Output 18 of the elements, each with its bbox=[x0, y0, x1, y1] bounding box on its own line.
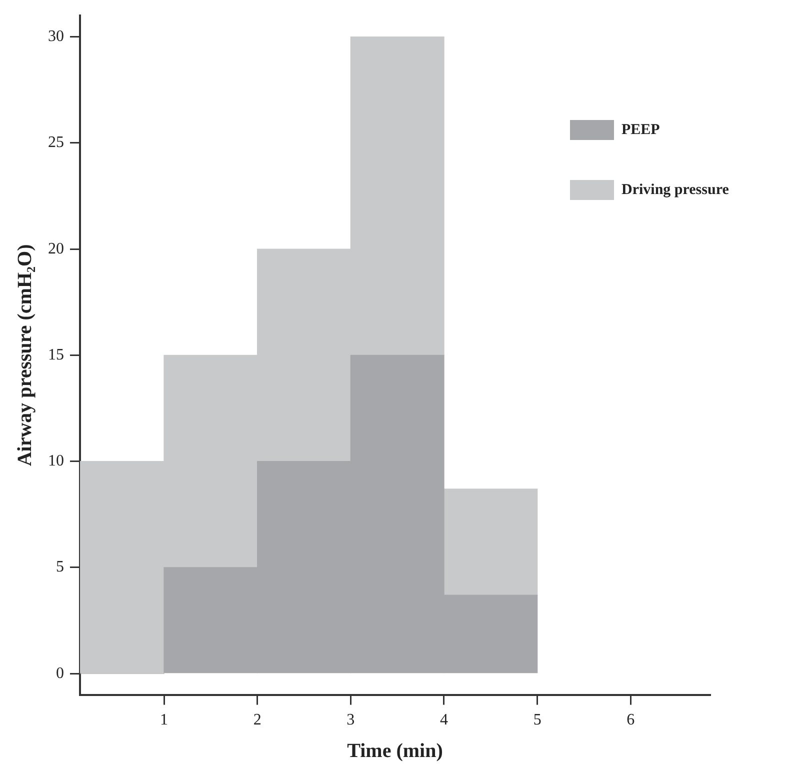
x-tick-label: 3 bbox=[346, 712, 355, 729]
x-tick-label: 2 bbox=[253, 712, 262, 729]
legend-label: PEEP bbox=[622, 122, 660, 138]
y-tick-label: 20 bbox=[48, 240, 64, 258]
x-tick-label: 5 bbox=[533, 712, 542, 729]
y-tick-label: 5 bbox=[56, 558, 64, 576]
legend-label: Driving pressure bbox=[622, 182, 730, 198]
y-tick-label: 25 bbox=[48, 134, 64, 152]
bar bbox=[444, 488, 538, 596]
y-tick-label: 30 bbox=[48, 28, 64, 46]
x-tick-label: 1 bbox=[160, 712, 168, 729]
y-tick-label: 0 bbox=[56, 664, 64, 682]
y-tick-label: 15 bbox=[48, 346, 64, 364]
x-tick-label: 4 bbox=[440, 712, 448, 729]
x-axis-title: Time (min) bbox=[347, 740, 443, 762]
x-tick-label: 6 bbox=[626, 712, 635, 729]
y-tick-label: 10 bbox=[48, 452, 64, 470]
y-axis-title: Airway pressure (cmH₂O) bbox=[14, 244, 36, 466]
